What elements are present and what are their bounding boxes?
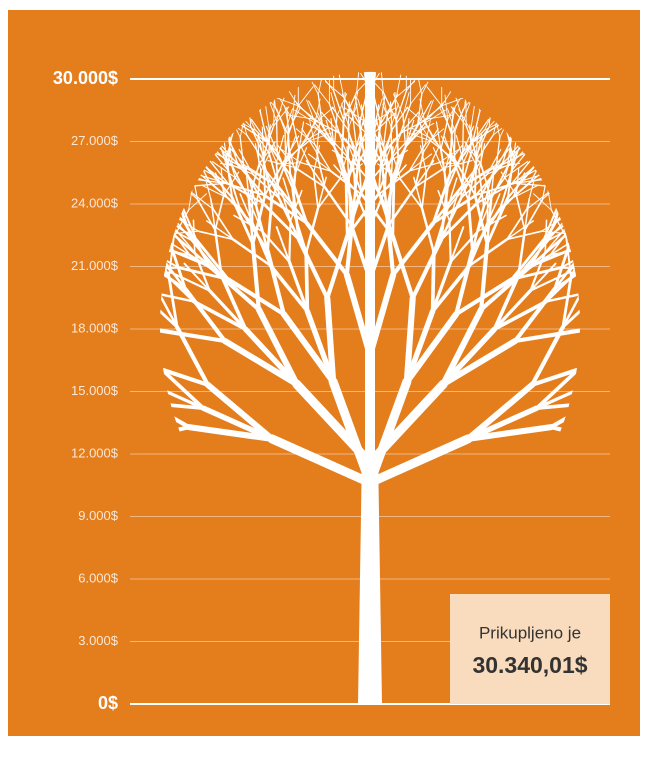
branch: [289, 221, 290, 262]
branch: [487, 188, 488, 224]
total-caption: Prikupljeno je: [479, 623, 581, 642]
branch: [640, 405, 649, 412]
branch: [644, 295, 649, 321]
branch: [644, 307, 649, 321]
y-tick-label: 18.000$: [71, 320, 119, 335]
branch: [285, 132, 286, 163]
branch: [348, 127, 349, 158]
branch: [463, 121, 464, 152]
y-tick-label: 3.000$: [78, 633, 119, 648]
branch: [0, 424, 7, 432]
branch: [645, 219, 649, 239]
branch: [0, 428, 5, 440]
branch: [0, 416, 7, 424]
branch: [0, 440, 5, 443]
branch: [645, 365, 649, 376]
branch: [346, 185, 347, 236]
page: {"chart_data": {"type": "tree", "values"…: [0, 0, 649, 763]
branch: [449, 221, 450, 262]
chart: 0$ 3.000$ 6.000$ 9.000$ 12.000$ 15.000$ 18.000…: [0, 0, 649, 763]
y-tick-label: 0$: [98, 693, 118, 713]
branch: [393, 185, 394, 236]
branch: [645, 232, 649, 240]
y-tick-label: 24.000$: [71, 195, 119, 210]
y-tick-label: 30.000$: [53, 68, 118, 88]
branch: [433, 253, 434, 312]
y-tick-label: 9.000$: [78, 508, 119, 523]
y-tick-label: 21.000$: [71, 258, 119, 273]
branch: [277, 121, 278, 152]
y-tick-label: 27.000$: [71, 133, 119, 148]
total-value: 30.340,01$: [472, 652, 587, 678]
branch: [641, 335, 649, 356]
branch: [644, 224, 649, 228]
y-tick-label: 15.000$: [71, 383, 119, 398]
branch: [644, 210, 649, 228]
total-box: [450, 594, 610, 704]
branch: [640, 411, 649, 417]
branch: [641, 320, 649, 356]
y-tick-label: 12.000$: [71, 445, 119, 460]
branch: [306, 253, 307, 312]
branch: [640, 411, 649, 430]
y-tick-label: 6.000$: [78, 570, 119, 585]
branch: [252, 188, 253, 224]
branch: [645, 354, 649, 365]
